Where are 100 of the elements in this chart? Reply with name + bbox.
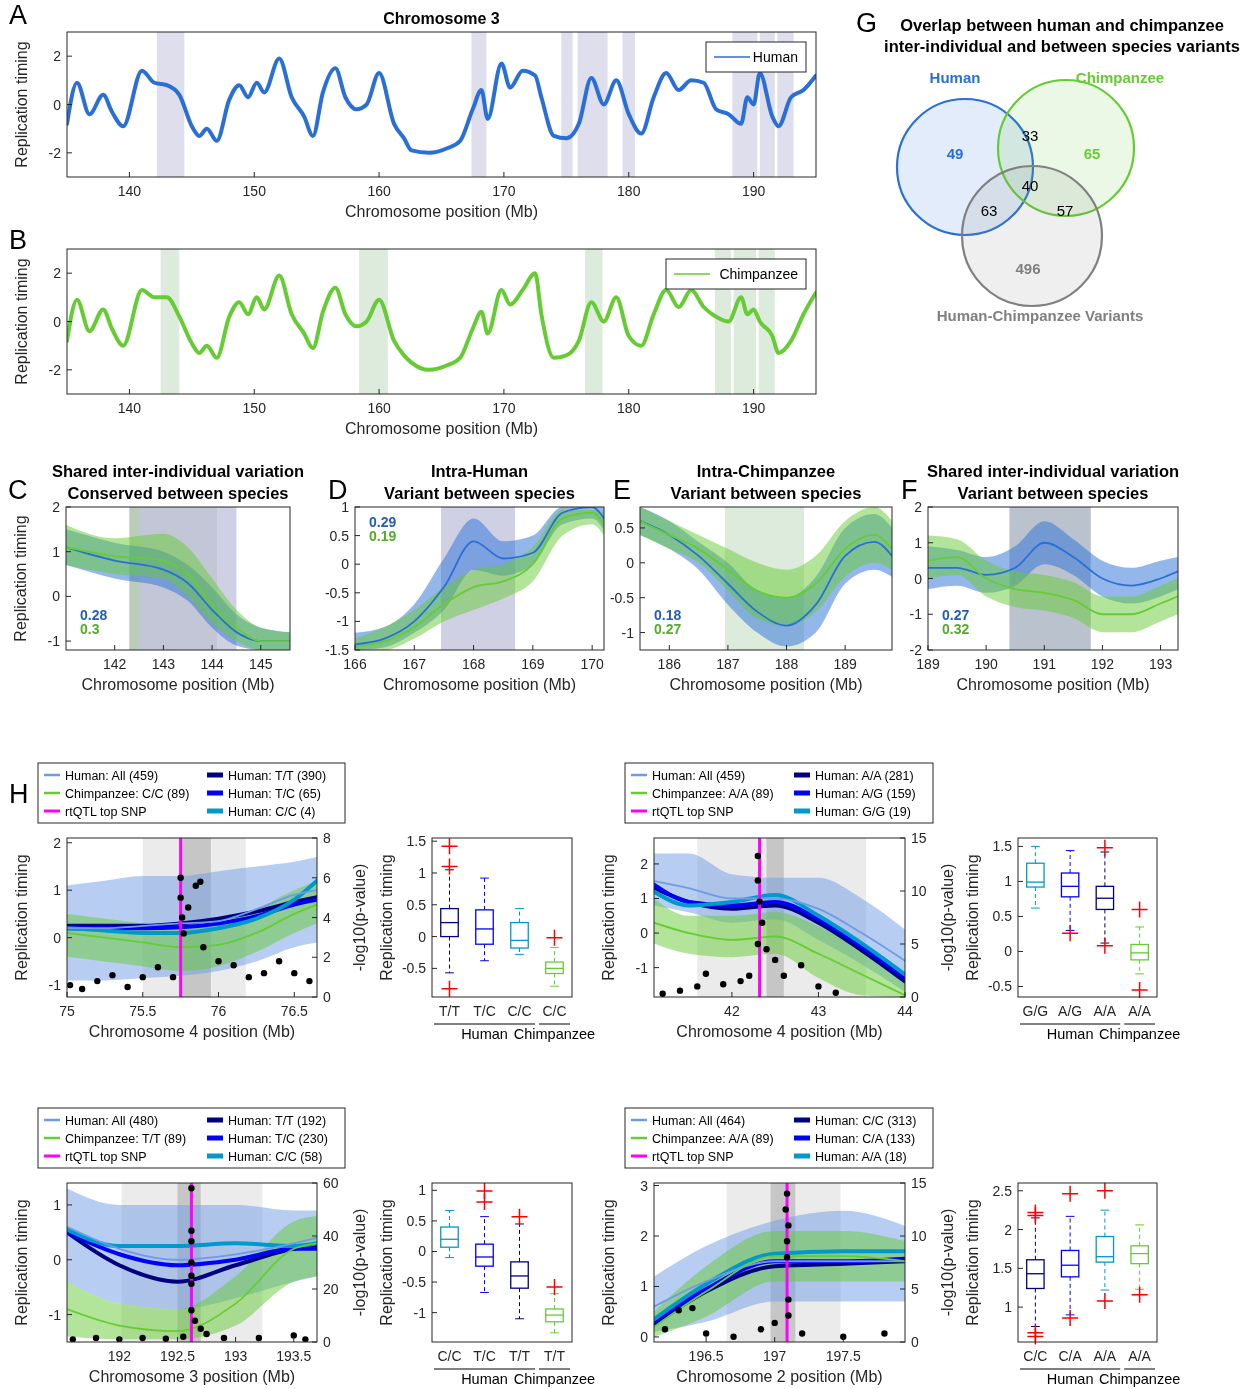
legend-label: Human: T/T (192) <box>228 1113 327 1128</box>
y2-tick-label: 5 <box>911 936 919 952</box>
y-tick-label: 0 <box>53 929 62 946</box>
y-tick-label: 0.5 <box>329 527 350 544</box>
y-tick-label: -2 <box>48 144 62 161</box>
y-tick-label: 0 <box>640 925 649 942</box>
x-tick-label: T/T <box>544 1348 566 1364</box>
y-tick-label: -0.5 <box>401 1274 427 1291</box>
x-tick-label: C/C <box>507 1003 532 1019</box>
legend-label: Human: A/A (18) <box>815 1149 907 1164</box>
x-tick-label: T/T <box>509 1348 531 1364</box>
x-tick-label: 76 <box>210 1003 227 1019</box>
y-tick-label: 0 <box>418 1243 427 1260</box>
y-tick-label: -0.5 <box>324 584 350 601</box>
y-tick-label: 1 <box>53 1196 62 1213</box>
y-axis-title: Replication timing <box>964 1199 981 1326</box>
y-tick-label: 1 <box>914 534 923 551</box>
legend-label: rtQTL top SNP <box>652 1149 734 1164</box>
y-tick-label: 0 <box>626 554 635 571</box>
text: A <box>9 0 28 30</box>
annotation: 0.18 <box>654 607 682 623</box>
y-axis-title: Replication timing <box>12 515 29 642</box>
x-tick-label: 190 <box>741 183 766 199</box>
y-tick-label: 2 <box>52 499 61 515</box>
y-axis-title: Replication timing <box>13 258 30 385</box>
legend-label: Human <box>752 49 798 65</box>
x-tick-label: 140 <box>117 400 142 416</box>
text: Chimpanzee <box>513 1371 596 1387</box>
x-axis-title: Chromosome position (Mb) <box>956 676 1150 693</box>
x-axis-title: Chromosome 4 position (Mb) <box>676 1023 883 1040</box>
y-axis-title: Replication timing <box>13 854 30 981</box>
x-axis-title: Chromosome 4 position (Mb) <box>88 1023 296 1040</box>
x-axis-title: Chromosome 2 position (Mb) <box>676 1368 883 1385</box>
x-tick-label: C/A <box>1058 1348 1083 1364</box>
text: Chimpanzee <box>513 1026 596 1042</box>
x-tick-label: 160 <box>367 400 391 416</box>
x-tick-label: 187 <box>716 656 740 672</box>
x-tick-label: A/G <box>1058 1003 1083 1019</box>
legend-label: Human: C/C (313) <box>815 1113 917 1128</box>
y-tick-label: -1 <box>47 633 61 650</box>
x-axis-title: Chromosome 3 position (Mb) <box>88 1368 296 1385</box>
x-tick-label: 42 <box>724 1003 740 1019</box>
y-tick-label: 3 <box>640 1177 649 1194</box>
y-tick-label: 1 <box>1004 1299 1013 1316</box>
x-axis-title: Chromosome position (Mb) <box>345 420 538 437</box>
x-tick-label: 190 <box>974 656 999 672</box>
y2-tick-label: 8 <box>323 830 331 846</box>
y-tick-label: 0.5 <box>406 896 427 913</box>
legend-label: rtQTL top SNP <box>65 804 147 819</box>
y-tick-label: 0.5 <box>992 908 1013 925</box>
y-tick-label: -1 <box>909 606 923 623</box>
legend-label: Chimpanzee: A/A (89) <box>652 1131 774 1146</box>
x-tick-label: 168 <box>461 656 486 672</box>
text: 496 <box>1015 260 1041 277</box>
x-tick-label: 170 <box>492 183 516 199</box>
x-tick-label: 144 <box>200 656 224 672</box>
y-tick-label: 0 <box>53 96 62 113</box>
annotation: 0.27 <box>942 607 970 623</box>
y-tick-label: -1 <box>413 1304 427 1321</box>
x-tick-label: A/A <box>1128 1003 1152 1019</box>
legend-label: Chimpanzee: T/T (89) <box>65 1131 187 1146</box>
legend-label: Chimpanzee: A/A (89) <box>652 786 774 801</box>
x-tick-label: A/A <box>1128 1348 1152 1364</box>
legend-label: Human: T/C (65) <box>228 786 321 801</box>
chart-title: Chromosome 3 <box>383 10 500 27</box>
y-axis-title: Replication timing <box>13 41 30 168</box>
y2-tick-label: 40 <box>323 1228 339 1244</box>
x-tick-label: 142 <box>103 656 127 672</box>
x-tick-label: 192 <box>107 1348 132 1364</box>
legend-label: Human: All (459) <box>65 768 159 783</box>
y-tick-label: 0 <box>52 588 61 605</box>
y-tick-label: -1 <box>48 977 62 994</box>
text: C <box>8 475 28 505</box>
annotation: 0.27 <box>654 621 682 637</box>
y2-tick-label: 10 <box>911 883 927 899</box>
y-axis-title: Replication timing <box>13 1199 30 1326</box>
text: Overlap between human and chimpanzee inter-individual and between species variants <box>884 16 1240 55</box>
x-tick-label: C/C <box>437 1348 462 1364</box>
x-tick-label: 193 <box>1148 656 1173 672</box>
x-tick-label: 160 <box>367 183 391 199</box>
y2-tick-label: 10 <box>911 1228 927 1244</box>
y-tick-label: -2 <box>48 361 62 378</box>
y-tick-label: 1 <box>640 1278 649 1295</box>
text: Chimpanzee <box>1098 1026 1181 1042</box>
y2-tick-label: 6 <box>323 869 331 886</box>
y-tick-label: 0 <box>341 556 350 573</box>
chart-title: Intra-Human Variant between species <box>384 462 575 502</box>
x-tick-label: 193.5 <box>276 1348 312 1364</box>
y2-tick-label: 15 <box>911 1175 927 1191</box>
x-tick-label: 197.5 <box>825 1348 861 1364</box>
y-tick-label: 1 <box>640 890 649 907</box>
x-tick-label: 192.5 <box>159 1348 196 1364</box>
chart-title: Intra-Chimpanzee Variant between species <box>670 462 862 502</box>
text: H <box>9 779 29 809</box>
text: Chimpanzee <box>1098 1371 1181 1387</box>
x-tick-label: 180 <box>617 183 641 199</box>
y-tick-label: -1 <box>621 624 635 641</box>
text: E <box>613 475 632 505</box>
y-tick-label: -0.5 <box>609 589 635 606</box>
y-tick-label: 2 <box>53 48 62 65</box>
